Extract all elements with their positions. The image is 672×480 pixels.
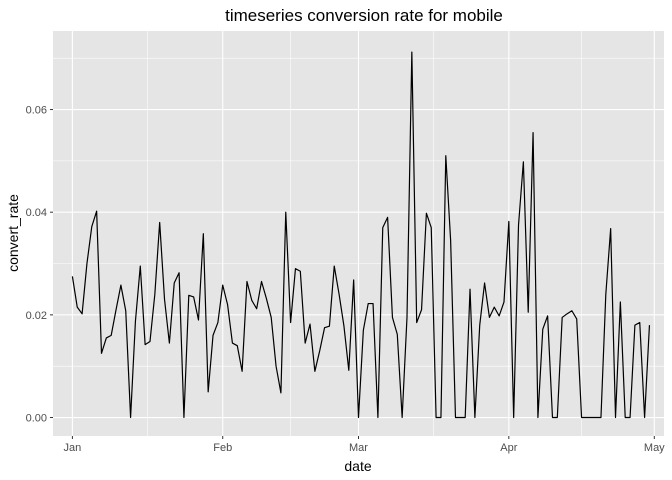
- x-tick-label: May: [644, 442, 665, 454]
- y-tick-label: 0.02: [26, 310, 47, 322]
- x-tick-label: Feb: [213, 442, 232, 454]
- x-tick-label: Mar: [349, 442, 368, 454]
- y-tick-label: 0.04: [26, 207, 47, 219]
- y-tick-label: 0.00: [26, 413, 47, 425]
- y-axis-title: convert_rate: [5, 194, 21, 272]
- chart-title: timeseries conversion rate for mobile: [225, 6, 503, 25]
- y-tick-label: 0.06: [26, 105, 47, 117]
- x-tick-label: Apr: [500, 442, 517, 454]
- grid-major: [53, 31, 664, 436]
- x-tick-label: Jan: [64, 442, 82, 454]
- x-axis-title: date: [344, 458, 371, 474]
- y-axis: 0.00 0.02 0.04 0.06: [26, 105, 53, 425]
- x-axis: Jan Feb Mar Apr May: [64, 436, 665, 454]
- series-line: [71, 51, 651, 419]
